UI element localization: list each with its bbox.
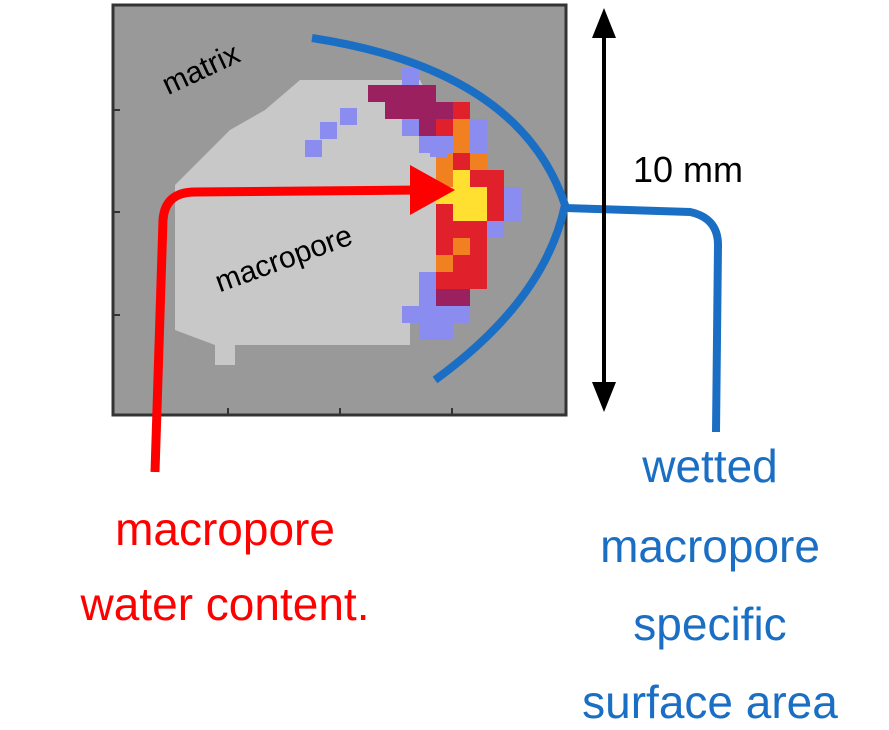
surface-label: macropore xyxy=(600,520,820,572)
heat-pixel xyxy=(470,238,487,255)
heat-pixel xyxy=(504,187,521,204)
heat-pixel xyxy=(436,238,453,255)
heat-pixel xyxy=(430,140,447,157)
water-label: water content. xyxy=(80,578,370,630)
heat-pixel xyxy=(453,204,470,221)
heat-pixel xyxy=(436,204,453,221)
heat-pixel xyxy=(385,85,402,102)
heat-pixel xyxy=(487,204,504,221)
heat-pixel xyxy=(340,108,357,125)
heat-pixel xyxy=(402,85,419,102)
surface-label: surface area xyxy=(582,676,838,728)
heat-pixel xyxy=(453,289,470,306)
heat-pixel xyxy=(487,187,504,204)
heat-pixel xyxy=(487,170,504,187)
macropore-region xyxy=(175,80,440,365)
heat-pixel xyxy=(320,122,337,139)
heat-pixel xyxy=(453,153,470,170)
heat-pixel xyxy=(436,272,453,289)
heat-pixel xyxy=(419,289,436,306)
heat-pixel xyxy=(436,323,453,340)
heatmap xyxy=(305,68,521,340)
scale-arrow-bottom xyxy=(592,382,616,412)
heat-pixel xyxy=(470,272,487,289)
heat-pixel xyxy=(436,102,453,119)
heat-pixel xyxy=(470,153,487,170)
heat-pixel xyxy=(402,102,419,119)
heat-pixel xyxy=(487,221,504,238)
heat-pixel xyxy=(453,238,470,255)
water-label: macropore xyxy=(115,503,335,555)
heat-pixel xyxy=(436,289,453,306)
heat-pixel xyxy=(470,119,487,136)
heat-pixel xyxy=(436,221,453,238)
heat-pixel xyxy=(470,221,487,238)
heat-pixel xyxy=(453,306,470,323)
heat-pixel xyxy=(419,119,436,136)
wetted-boundary xyxy=(311,34,570,384)
heat-pixel xyxy=(436,306,453,323)
heat-pixel xyxy=(453,187,470,204)
heat-pixel xyxy=(305,140,322,157)
heat-pixel xyxy=(402,119,419,136)
surface-leader xyxy=(564,204,723,433)
heat-pixel xyxy=(453,221,470,238)
heat-pixel xyxy=(453,255,470,272)
heat-pixel xyxy=(385,102,402,119)
heat-pixel xyxy=(453,119,470,136)
heat-pixel xyxy=(419,102,436,119)
heat-pixel xyxy=(419,272,436,289)
heat-pixel xyxy=(470,255,487,272)
heat-pixel xyxy=(453,136,470,153)
heat-pixel xyxy=(504,204,521,221)
scale-label: 10 mm xyxy=(633,149,743,190)
heat-pixel xyxy=(453,102,470,119)
water-arrow xyxy=(150,185,421,473)
surface-label: wetted xyxy=(641,440,778,492)
heat-pixel xyxy=(402,306,419,323)
heat-pixel xyxy=(436,255,453,272)
heat-pixel xyxy=(470,204,487,221)
heat-pixel xyxy=(368,85,385,102)
water-arrowhead xyxy=(410,165,455,215)
heat-pixel xyxy=(402,68,419,85)
heat-pixel xyxy=(436,153,453,170)
heat-pixel xyxy=(470,136,487,153)
heat-pixel xyxy=(470,187,487,204)
surface-label: specific xyxy=(633,598,786,650)
scale-arrow-top xyxy=(592,8,616,38)
axis-ticks xyxy=(113,109,453,415)
heat-pixel xyxy=(453,272,470,289)
heat-pixel xyxy=(453,170,470,187)
heat-pixel xyxy=(436,119,453,136)
heat-pixel xyxy=(419,85,436,102)
heat-pixel xyxy=(419,306,436,323)
heat-pixel xyxy=(470,170,487,187)
heat-pixel xyxy=(419,323,436,340)
